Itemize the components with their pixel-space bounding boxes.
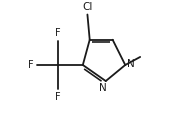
Text: F: F <box>55 92 60 102</box>
Text: F: F <box>29 60 34 70</box>
Text: N: N <box>127 59 135 69</box>
Text: F: F <box>55 28 60 38</box>
Text: Cl: Cl <box>82 2 93 12</box>
Text: N: N <box>99 83 107 93</box>
